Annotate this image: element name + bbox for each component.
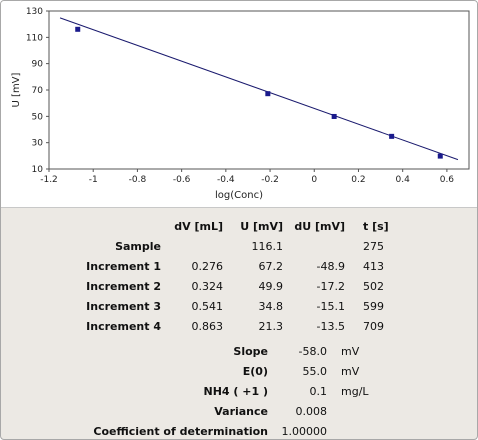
y-axis-label: U [mV]: [11, 72, 22, 107]
summary-label: Slope: [233, 345, 268, 358]
y-tick-label: 50: [32, 112, 44, 122]
x-tick-label: -0.2: [261, 175, 279, 185]
summary-value: -58.0: [298, 345, 327, 358]
y-tick-label: 130: [26, 7, 43, 17]
header-du: dU [mV]: [294, 220, 345, 233]
row-t: 413: [363, 260, 384, 273]
row-u: 49.9: [258, 280, 284, 293]
row-t: 709: [363, 320, 384, 333]
row-label: Sample: [115, 240, 161, 253]
data-point: [75, 26, 81, 32]
row-u: 34.8: [258, 300, 284, 313]
x-tick-label: -0.4: [217, 175, 235, 185]
x-tick-label: 0.2: [351, 175, 365, 185]
summary-value: 1.00000: [281, 425, 328, 438]
header-t: t [s]: [363, 220, 389, 233]
row-du: -48.9: [316, 260, 345, 273]
data-point: [265, 91, 271, 97]
y-tick-label: 70: [32, 86, 44, 96]
summary-unit: mV: [341, 345, 360, 358]
row-t: 502: [363, 280, 384, 293]
row-dv: 0.541: [191, 300, 224, 313]
y-tick-label: 90: [32, 60, 44, 70]
data-point: [437, 153, 443, 159]
row-u: 21.3: [258, 320, 284, 333]
summary-label: Coefficient of determination: [93, 425, 268, 438]
results-table: dV [mL] U [mV] dU [mV] t [s] Sample 116.1…: [1, 208, 477, 439]
calibration-plot: -1.2 -1 -0.8 -0.6 -0.4 -0.2 0 0.2 0.4 0.6 10 30 50 70…: [1, 1, 477, 208]
row-dv: 0.276: [191, 260, 224, 273]
row-label: Increment 4: [86, 320, 161, 333]
row-t: 599: [363, 300, 384, 313]
summary-value: 0.1: [309, 385, 328, 398]
y-tick-label: 30: [32, 139, 44, 149]
row-du: -13.5: [316, 320, 345, 333]
header-u: U [mV]: [240, 220, 283, 233]
x-tick-label: -0.8: [129, 175, 147, 185]
x-tick-label: 0: [311, 175, 317, 185]
chart-svg: -1.2 -1 -0.8 -0.6 -0.4 -0.2 0 0.2 0.4 0.6 10 30 50 70…: [11, 7, 470, 201]
summary-label: E(0): [242, 365, 268, 378]
row-t: 275: [363, 240, 384, 253]
y-tick-label: 10: [32, 165, 44, 175]
summary-label: NH4 ( +1 ): [203, 385, 268, 398]
row-dv: 0.324: [191, 280, 224, 293]
summary-value: 55.0: [302, 365, 328, 378]
summary-unit: mg/L: [341, 385, 369, 398]
summary-label: Variance: [214, 405, 268, 418]
data-point: [389, 133, 395, 139]
row-du: -15.1: [316, 300, 345, 313]
row-u: 67.2: [258, 260, 284, 273]
row-label: Increment 3: [86, 300, 161, 313]
row-dv: 0.863: [191, 320, 224, 333]
summary-unit: mV: [341, 365, 360, 378]
x-tick-label: -1: [89, 175, 98, 185]
x-axis-label: log(Conc): [215, 190, 263, 201]
y-tick-label: 110: [26, 33, 43, 43]
row-u: 116.1: [251, 240, 284, 253]
summary-value: 0.008: [295, 405, 328, 418]
x-tick-label: 0.4: [396, 175, 411, 185]
row-label: Increment 2: [86, 280, 161, 293]
x-tick-label: 0.6: [440, 175, 455, 185]
x-tick-label: -0.6: [173, 175, 191, 185]
plot-frame: [48, 10, 470, 170]
x-tick-label: -1.2: [40, 175, 58, 185]
row-du: -17.2: [316, 280, 345, 293]
header-dv: dV [mL]: [174, 220, 223, 233]
data-point: [331, 113, 337, 119]
row-label: Increment 1: [86, 260, 161, 273]
